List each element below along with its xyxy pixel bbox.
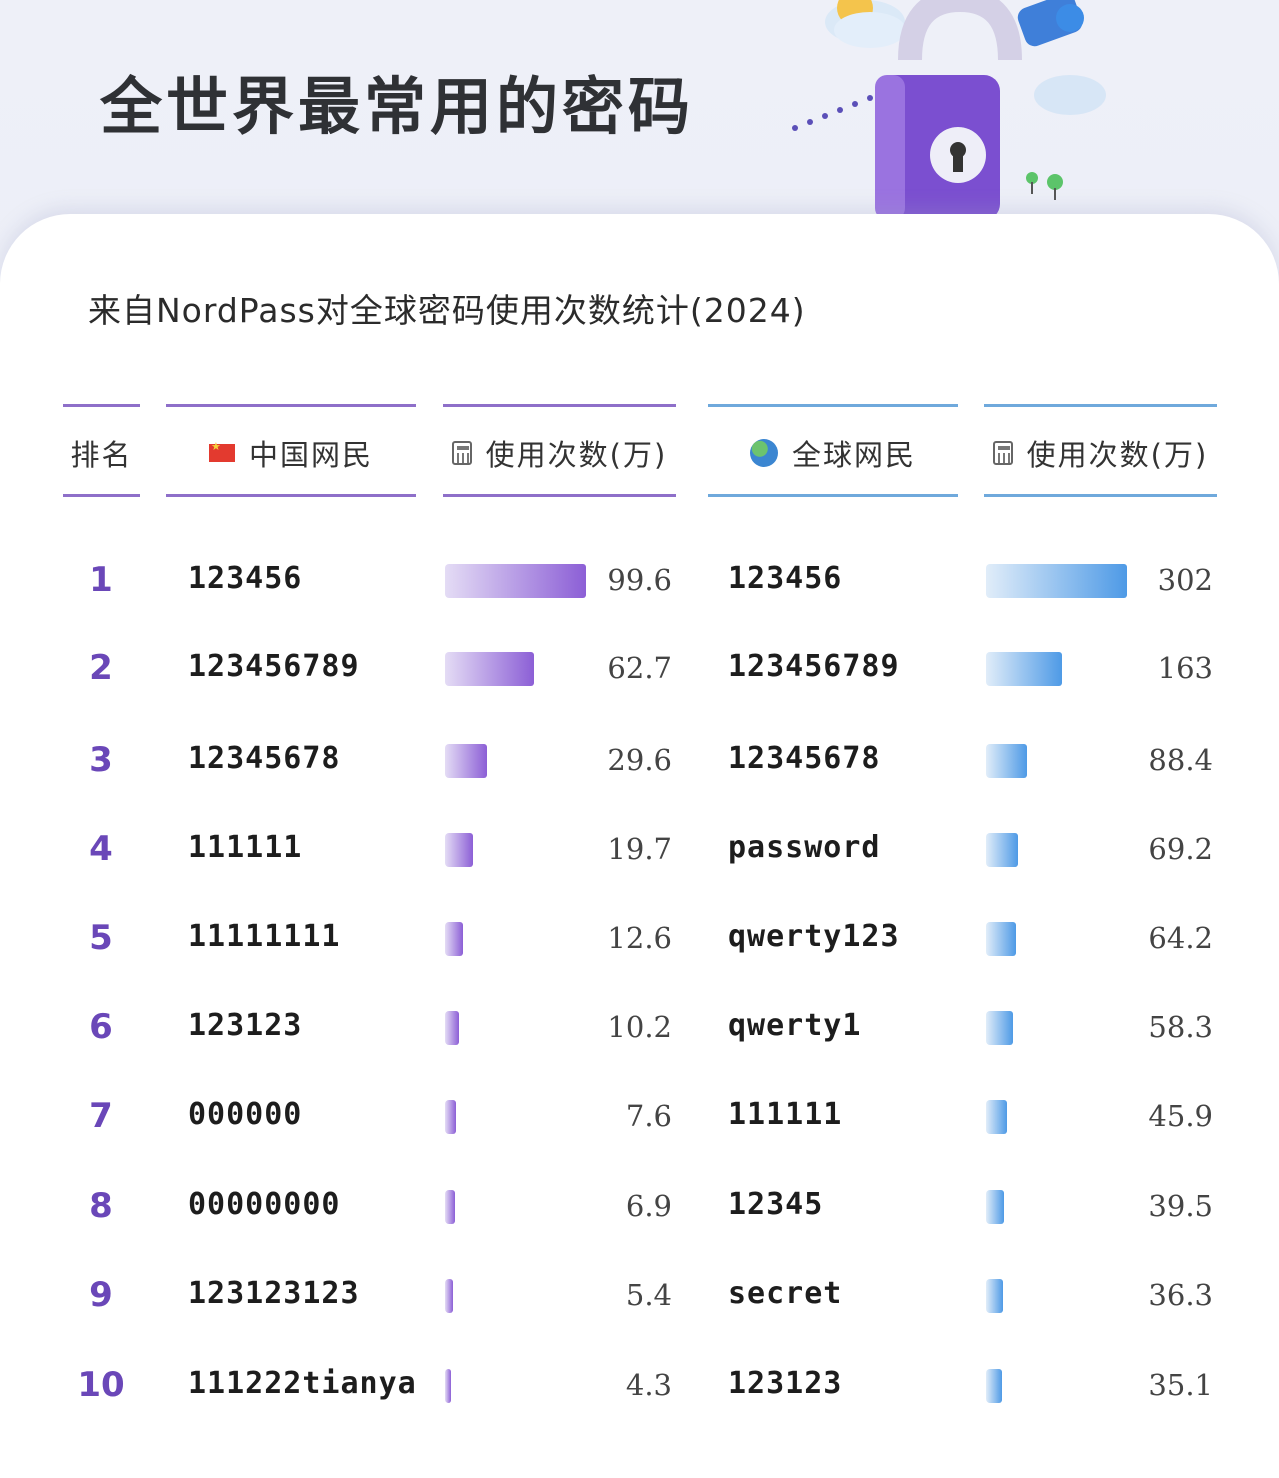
header-line bbox=[443, 494, 676, 497]
global-value: 302 bbox=[1157, 563, 1213, 597]
global-bar bbox=[986, 652, 1063, 686]
china-value: 19.7 bbox=[607, 832, 672, 866]
header-china: 中国网民 bbox=[166, 432, 416, 474]
china-flag-icon bbox=[208, 440, 235, 462]
global-value: 45.9 bbox=[1148, 1099, 1213, 1133]
rank-number: 9 bbox=[89, 1275, 113, 1315]
header-line bbox=[984, 404, 1217, 407]
china-bar bbox=[445, 744, 487, 778]
header-china-label: 中国网民 bbox=[248, 438, 373, 472]
china-bar bbox=[445, 1011, 460, 1045]
global-password: qwerty123 bbox=[728, 919, 900, 954]
global-value: 58.3 bbox=[1148, 1010, 1213, 1044]
china-bar bbox=[445, 922, 463, 956]
global-bar bbox=[986, 1279, 1003, 1313]
china-bar bbox=[445, 564, 586, 598]
table-card bbox=[0, 214, 1279, 1478]
global-password: 123456789 bbox=[728, 649, 900, 684]
global-password: 123456 bbox=[728, 561, 843, 596]
global-password: qwerty1 bbox=[728, 1008, 862, 1043]
header-line bbox=[166, 494, 416, 497]
rank-number: 5 bbox=[89, 918, 113, 958]
header-line bbox=[984, 494, 1217, 497]
global-password: 12345678 bbox=[728, 741, 881, 776]
china-password: 11111111 bbox=[188, 919, 341, 954]
china-value: 29.6 bbox=[607, 743, 672, 777]
subtitle: 来自NordPass对全球密码使用次数统计(2024) bbox=[88, 291, 806, 330]
china-value: 99.6 bbox=[607, 563, 672, 597]
header-rank-label: 排名 bbox=[70, 438, 133, 472]
rank-number: 6 bbox=[89, 1007, 113, 1047]
header-rank: 排名 bbox=[63, 432, 140, 474]
header-global: 全球网民 bbox=[708, 432, 958, 474]
rank-number: 2 bbox=[89, 648, 113, 688]
calculator-icon bbox=[992, 441, 1013, 465]
china-password: 000000 bbox=[188, 1097, 303, 1132]
header-china-count-label: 使用次数(万) bbox=[485, 438, 668, 472]
header-line bbox=[708, 494, 958, 497]
rank-number: 1 bbox=[89, 560, 113, 600]
china-password: 123123123 bbox=[188, 1276, 360, 1311]
rank-number: 3 bbox=[89, 740, 113, 780]
header-china-count: 使用次数(万) bbox=[443, 432, 676, 474]
china-password: 123456 bbox=[188, 561, 303, 596]
global-bar bbox=[986, 922, 1016, 956]
header-line bbox=[63, 404, 140, 407]
global-value: 88.4 bbox=[1148, 743, 1213, 777]
rank-number: 4 bbox=[89, 829, 113, 869]
global-bar bbox=[986, 833, 1019, 867]
rank-number: 10 bbox=[77, 1365, 125, 1405]
china-value: 6.9 bbox=[625, 1189, 672, 1223]
china-value: 4.3 bbox=[625, 1368, 672, 1402]
global-bar bbox=[986, 744, 1028, 778]
header-global-label: 全球网民 bbox=[791, 438, 916, 472]
global-value: 35.1 bbox=[1148, 1368, 1213, 1402]
header-line bbox=[63, 494, 140, 497]
rank-number: 8 bbox=[89, 1186, 113, 1226]
china-value: 5.4 bbox=[625, 1278, 672, 1312]
china-bar bbox=[445, 1100, 456, 1134]
header-global-count: 使用次数(万) bbox=[984, 432, 1217, 474]
china-password: 123123 bbox=[188, 1008, 303, 1043]
china-value: 7.6 bbox=[625, 1099, 672, 1133]
china-bar bbox=[445, 652, 534, 686]
china-bar bbox=[445, 833, 473, 867]
china-value: 10.2 bbox=[607, 1010, 672, 1044]
china-password: 123456789 bbox=[188, 649, 360, 684]
china-bar bbox=[445, 1190, 455, 1224]
china-value: 62.7 bbox=[607, 651, 672, 685]
global-bar bbox=[986, 1011, 1014, 1045]
padlock-illustration bbox=[792, 0, 1106, 220]
global-value: 69.2 bbox=[1148, 832, 1213, 866]
global-value: 163 bbox=[1157, 651, 1213, 685]
global-bar bbox=[986, 1369, 1003, 1403]
china-password: 111222tianya bbox=[188, 1366, 417, 1401]
rank-number: 7 bbox=[89, 1096, 113, 1136]
globe-icon bbox=[749, 439, 778, 467]
china-bar bbox=[445, 1369, 452, 1403]
global-bar bbox=[986, 1190, 1005, 1224]
global-bar bbox=[986, 1100, 1008, 1134]
china-value: 12.6 bbox=[607, 921, 672, 955]
global-password: 123123 bbox=[728, 1366, 843, 1401]
header-global-count-label: 使用次数(万) bbox=[1026, 438, 1209, 472]
global-value: 39.5 bbox=[1148, 1189, 1213, 1223]
china-password: 111111 bbox=[188, 830, 303, 865]
global-value: 64.2 bbox=[1148, 921, 1213, 955]
header-line bbox=[443, 404, 676, 407]
china-password: 12345678 bbox=[188, 741, 341, 776]
calculator-icon bbox=[451, 441, 472, 465]
global-password: 12345 bbox=[728, 1187, 824, 1222]
global-password: 111111 bbox=[728, 1097, 843, 1132]
global-value: 36.3 bbox=[1148, 1278, 1213, 1312]
global-bar bbox=[986, 564, 1127, 598]
global-password: secret bbox=[728, 1276, 843, 1311]
china-password: 00000000 bbox=[188, 1187, 341, 1222]
header-line bbox=[166, 404, 416, 407]
china-bar bbox=[445, 1279, 453, 1313]
global-password: password bbox=[728, 830, 881, 865]
page-title: 全世界最常用的密码 bbox=[100, 70, 695, 143]
header-line bbox=[708, 404, 958, 407]
